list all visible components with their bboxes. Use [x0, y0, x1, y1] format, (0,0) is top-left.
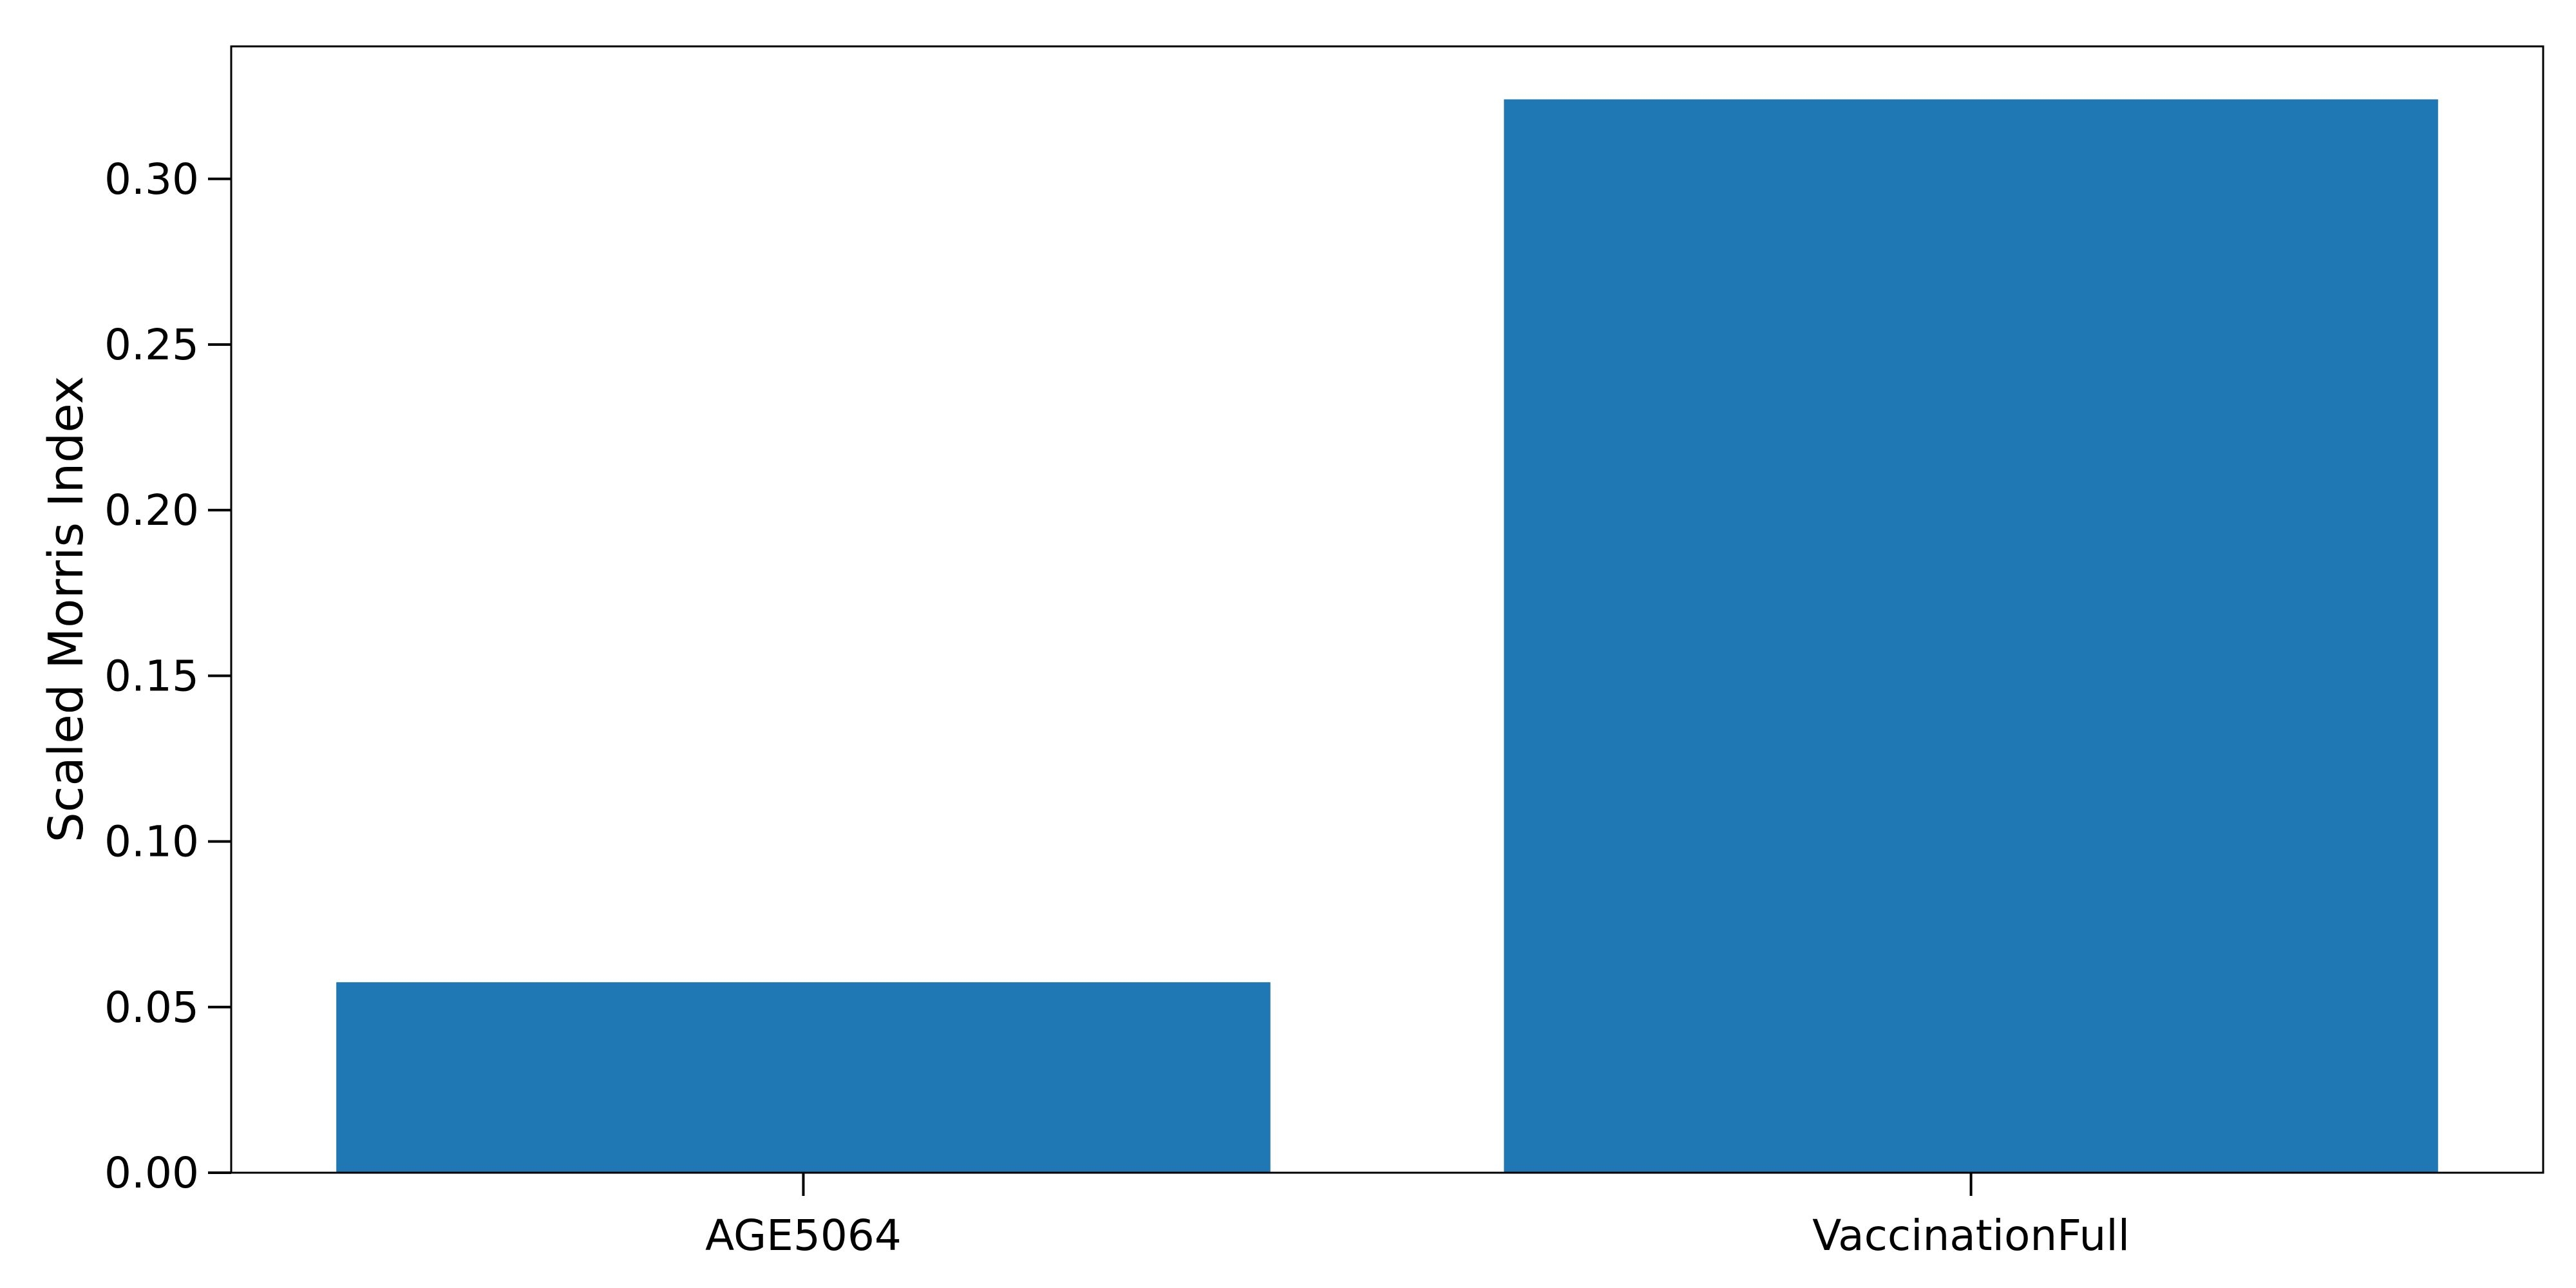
- y-tick-label: 0.15: [104, 651, 199, 701]
- plot-area-frame: [230, 45, 2544, 1174]
- bar-age5064: [336, 982, 1271, 1173]
- y-tick-label: 0.25: [104, 320, 199, 370]
- y-tick-label: 0.20: [104, 486, 199, 535]
- y-axis-label: Scaled Morris Index: [39, 376, 94, 843]
- bars-group: [336, 99, 2438, 1173]
- y-tick-label: 0.05: [104, 983, 199, 1032]
- x-tick-label-age5064: AGE5064: [705, 1211, 902, 1260]
- x-axis: AGE5064 VaccinationFull: [705, 1173, 2130, 1260]
- y-axis: 0.00 0.05 0.10 0.15 0.20 0.25 0.30: [104, 155, 231, 1198]
- y-tick-label: 0.30: [104, 155, 199, 204]
- y-tick-label: 0.00: [104, 1148, 199, 1198]
- x-tick-label-vaccinationfull: VaccinationFull: [1812, 1211, 2130, 1260]
- bar-vaccinationfull: [1504, 99, 2438, 1173]
- y-tick-label: 0.10: [104, 817, 199, 867]
